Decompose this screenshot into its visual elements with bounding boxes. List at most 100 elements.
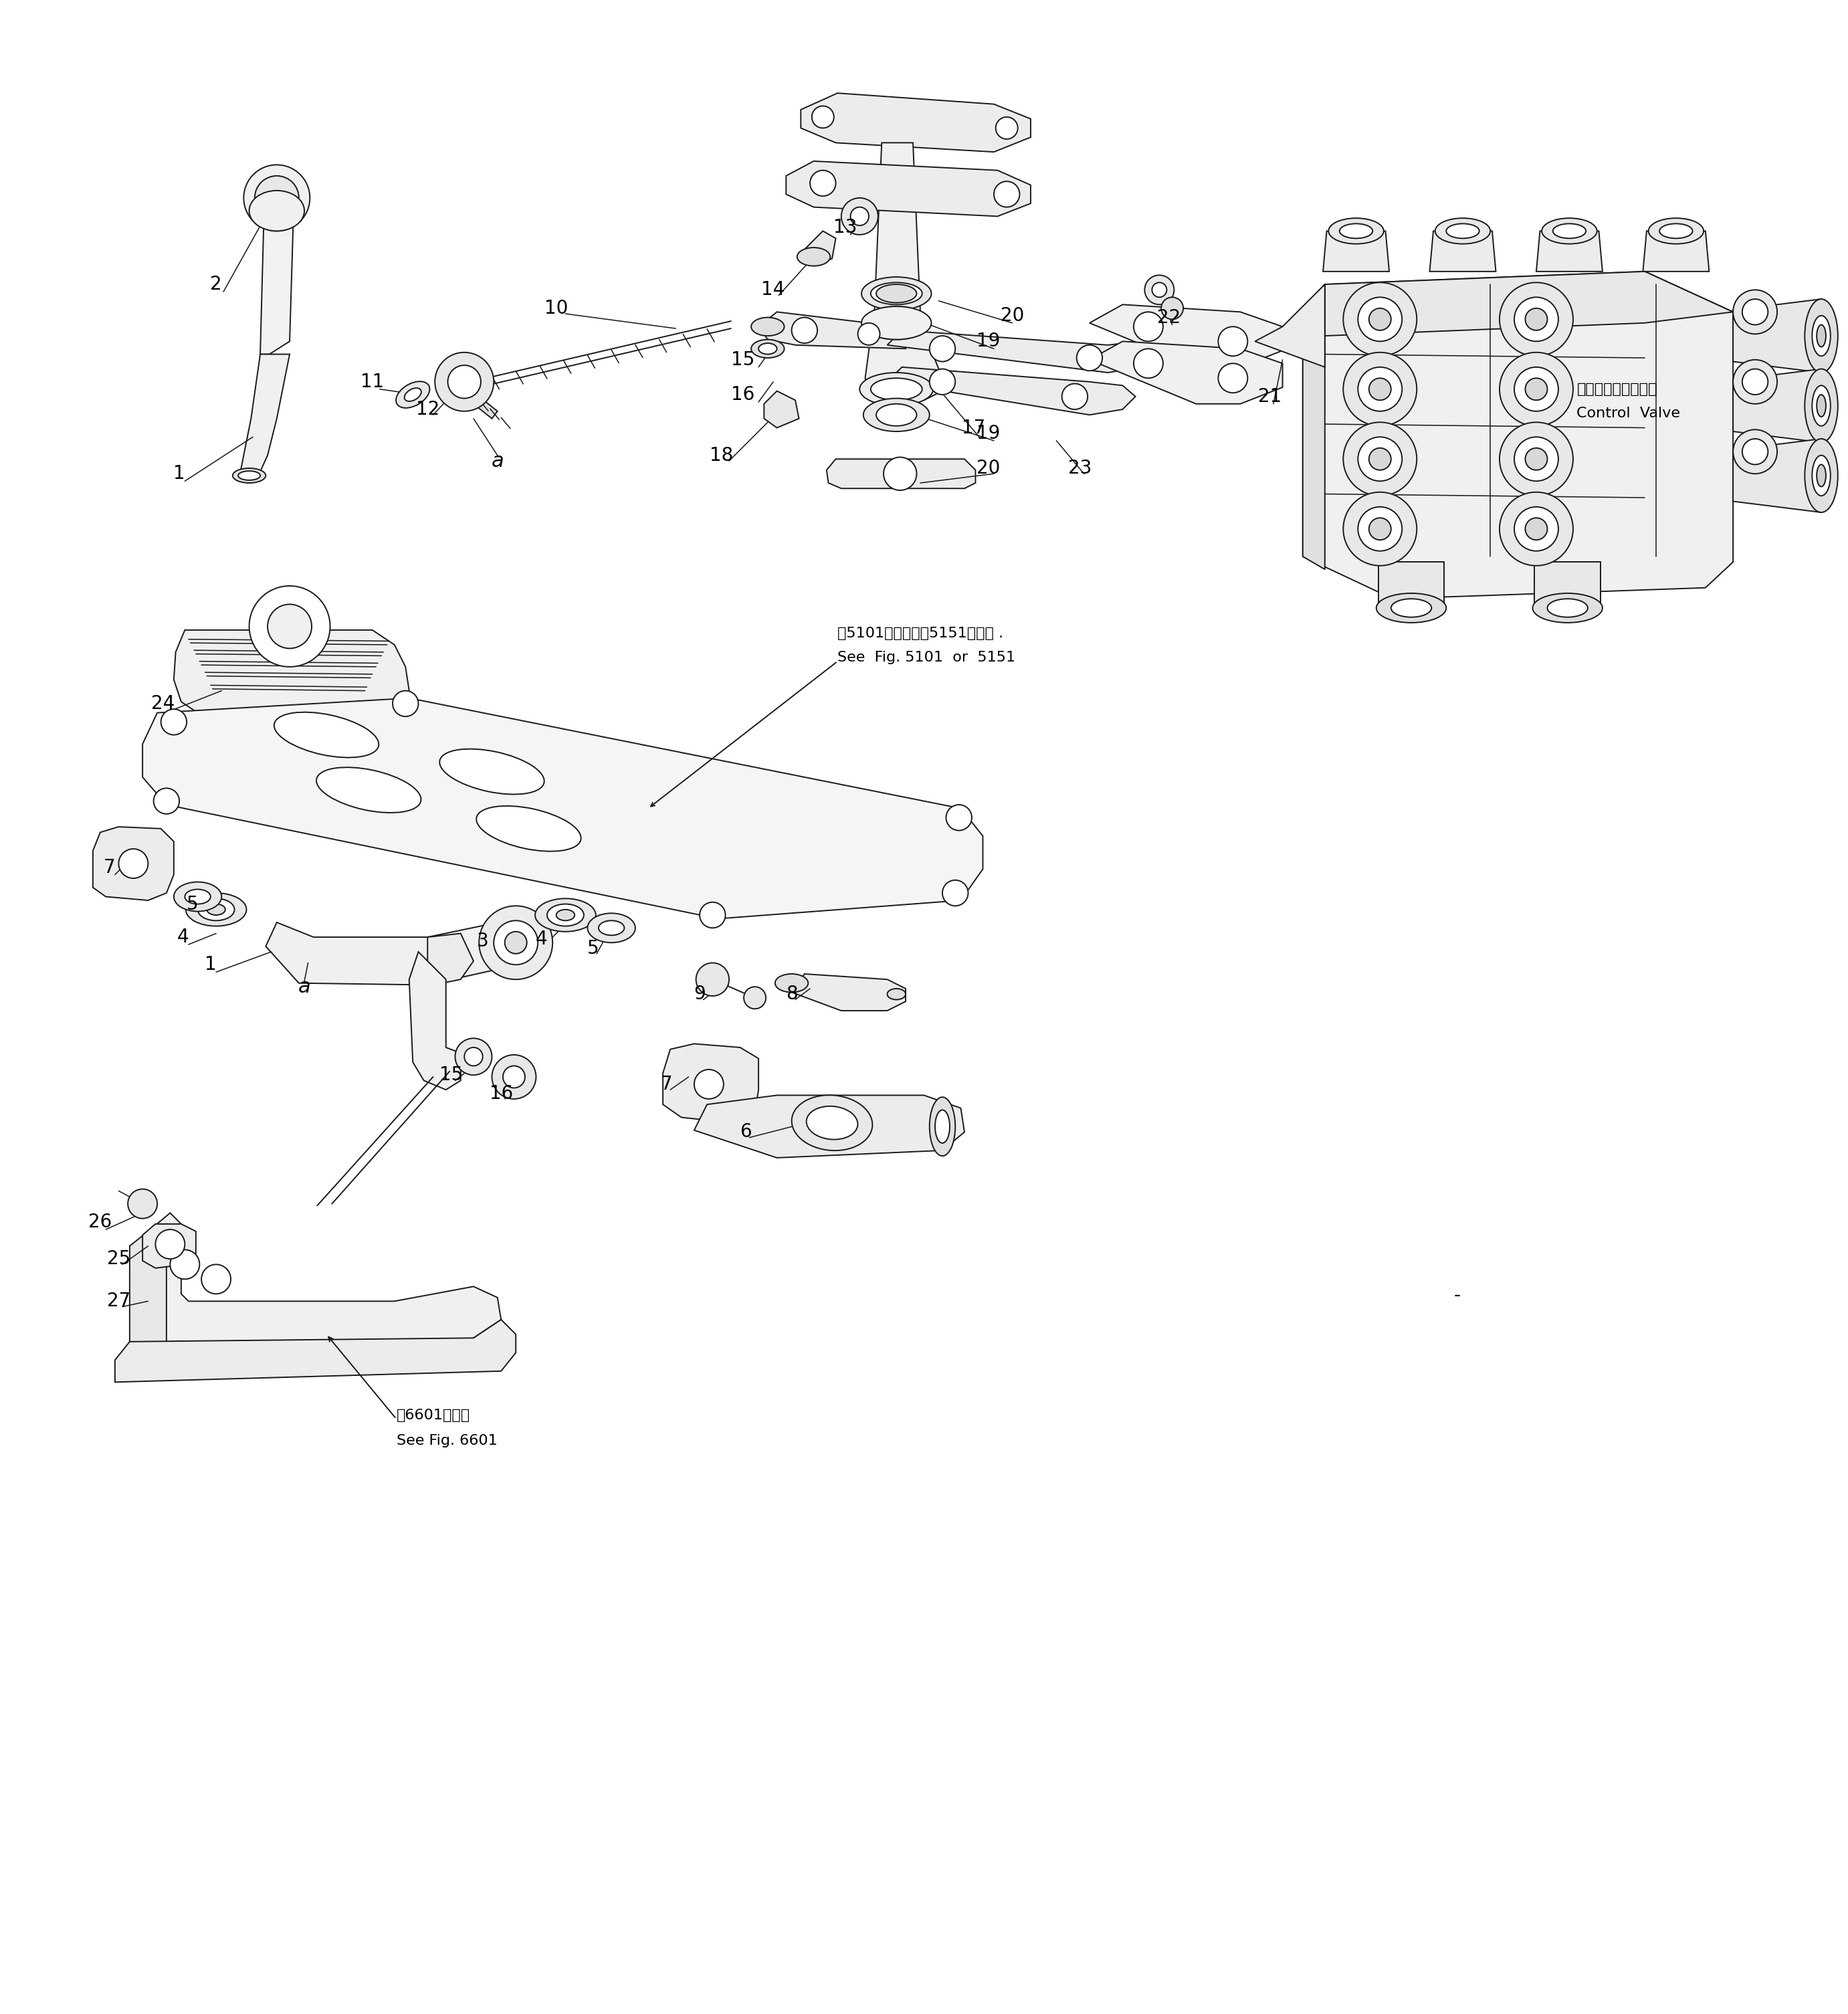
Ellipse shape xyxy=(1660,224,1693,238)
Ellipse shape xyxy=(796,248,830,266)
Ellipse shape xyxy=(1805,298,1839,373)
Circle shape xyxy=(1743,439,1769,465)
Circle shape xyxy=(1499,352,1573,425)
Circle shape xyxy=(1499,282,1573,356)
Circle shape xyxy=(1358,437,1403,481)
Circle shape xyxy=(930,369,955,395)
Polygon shape xyxy=(874,143,920,320)
Polygon shape xyxy=(1255,284,1325,367)
Circle shape xyxy=(1525,447,1547,469)
Ellipse shape xyxy=(758,342,776,354)
Text: 8: 8 xyxy=(785,985,798,1003)
Polygon shape xyxy=(785,161,1031,215)
Ellipse shape xyxy=(440,749,543,794)
Circle shape xyxy=(464,1047,482,1065)
Ellipse shape xyxy=(1552,224,1586,238)
Text: 16: 16 xyxy=(490,1084,514,1104)
Ellipse shape xyxy=(876,312,917,334)
Ellipse shape xyxy=(547,904,584,926)
Circle shape xyxy=(850,207,869,226)
Text: 4: 4 xyxy=(177,928,188,947)
Text: 13: 13 xyxy=(833,218,857,238)
Circle shape xyxy=(1514,298,1558,340)
Ellipse shape xyxy=(588,912,636,943)
Text: a: a xyxy=(492,451,505,471)
Text: 17: 17 xyxy=(961,419,985,437)
Text: 3: 3 xyxy=(477,930,488,951)
Circle shape xyxy=(1077,344,1103,371)
Polygon shape xyxy=(427,932,473,983)
Text: 6: 6 xyxy=(739,1122,752,1142)
Circle shape xyxy=(994,181,1020,207)
Text: 20: 20 xyxy=(1000,306,1024,324)
Ellipse shape xyxy=(198,898,235,920)
Polygon shape xyxy=(763,391,798,427)
Circle shape xyxy=(503,1065,525,1088)
Circle shape xyxy=(161,709,187,735)
Circle shape xyxy=(268,604,312,649)
Ellipse shape xyxy=(876,284,917,302)
Circle shape xyxy=(434,352,493,411)
Ellipse shape xyxy=(750,318,784,336)
Polygon shape xyxy=(142,1225,196,1269)
Ellipse shape xyxy=(863,306,930,340)
Text: Control  Valve: Control Valve xyxy=(1576,407,1680,419)
Ellipse shape xyxy=(876,405,917,425)
Circle shape xyxy=(1743,369,1769,395)
Polygon shape xyxy=(826,459,976,489)
Circle shape xyxy=(118,848,148,878)
Circle shape xyxy=(1525,379,1547,401)
Polygon shape xyxy=(174,630,408,721)
Circle shape xyxy=(201,1265,231,1293)
Polygon shape xyxy=(1534,562,1600,608)
Circle shape xyxy=(1499,491,1573,566)
Circle shape xyxy=(1343,282,1417,356)
Text: 16: 16 xyxy=(732,385,754,405)
Ellipse shape xyxy=(1377,594,1447,622)
Ellipse shape xyxy=(861,306,931,340)
Circle shape xyxy=(1161,298,1183,320)
Polygon shape xyxy=(887,367,1135,415)
Ellipse shape xyxy=(1805,369,1839,443)
Text: 21: 21 xyxy=(1258,387,1281,407)
Circle shape xyxy=(809,171,835,195)
Circle shape xyxy=(1514,437,1558,481)
Circle shape xyxy=(1514,367,1558,411)
Polygon shape xyxy=(1090,304,1283,367)
Circle shape xyxy=(1358,508,1403,552)
Text: See  Fig. 5101  or  5151: See Fig. 5101 or 5151 xyxy=(837,651,1016,665)
Polygon shape xyxy=(1090,340,1283,405)
Text: 24: 24 xyxy=(152,695,174,713)
Ellipse shape xyxy=(1532,594,1602,622)
Polygon shape xyxy=(1733,298,1822,373)
Text: 5: 5 xyxy=(187,894,198,914)
Circle shape xyxy=(1218,363,1247,393)
Text: 22: 22 xyxy=(1157,308,1181,326)
Polygon shape xyxy=(791,975,906,1011)
Ellipse shape xyxy=(249,191,305,232)
Circle shape xyxy=(1369,447,1392,469)
Ellipse shape xyxy=(316,767,421,814)
Circle shape xyxy=(1525,308,1547,330)
Text: 10: 10 xyxy=(545,298,567,318)
Circle shape xyxy=(128,1188,157,1218)
Text: 26: 26 xyxy=(89,1212,113,1231)
Ellipse shape xyxy=(174,882,222,912)
Polygon shape xyxy=(1643,232,1709,272)
Text: 18: 18 xyxy=(710,445,734,465)
Polygon shape xyxy=(464,389,497,419)
Circle shape xyxy=(1358,367,1403,411)
Circle shape xyxy=(697,963,730,997)
Text: 1: 1 xyxy=(174,465,185,483)
Polygon shape xyxy=(1430,232,1495,272)
Ellipse shape xyxy=(774,975,808,993)
Circle shape xyxy=(1133,348,1162,379)
Ellipse shape xyxy=(791,1096,872,1150)
Circle shape xyxy=(492,1055,536,1100)
Circle shape xyxy=(153,787,179,814)
Polygon shape xyxy=(129,1225,166,1365)
Ellipse shape xyxy=(1817,465,1826,487)
Ellipse shape xyxy=(1329,218,1384,244)
Text: 20: 20 xyxy=(976,459,1000,477)
Ellipse shape xyxy=(806,1106,857,1140)
